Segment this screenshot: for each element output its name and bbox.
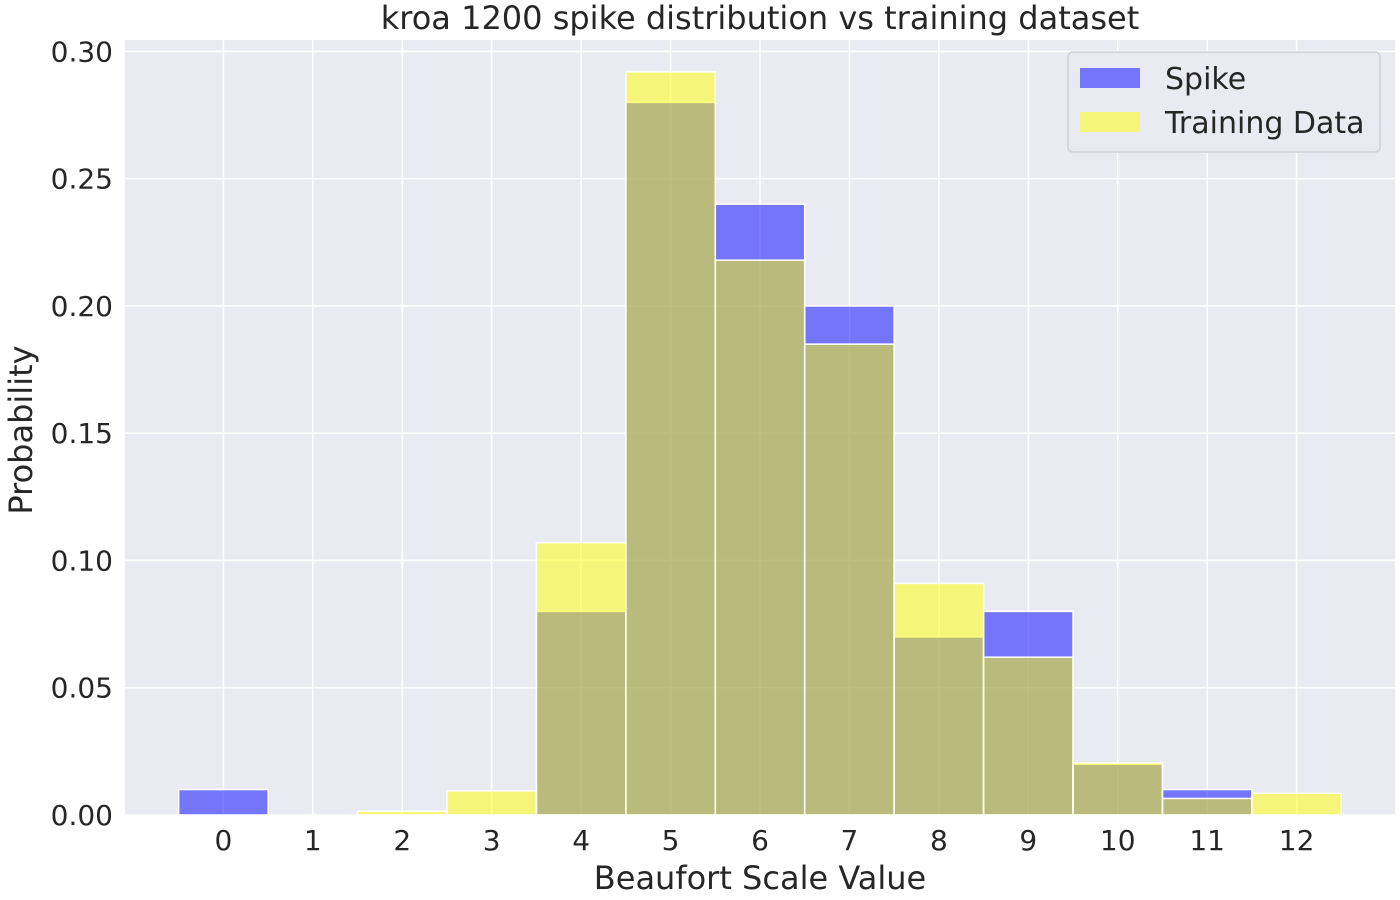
- x-tick-label: 3: [483, 824, 501, 857]
- x-tick-label: 4: [572, 824, 590, 857]
- y-tick-label: 0.15: [51, 417, 113, 450]
- y-tick-label: 0.30: [51, 35, 113, 68]
- bar-training-data-8: [893, 582, 985, 816]
- y-axis-label: Probability: [2, 345, 40, 514]
- x-tick-label: 2: [393, 824, 411, 857]
- x-tick-label: 10: [1100, 824, 1136, 857]
- bar-training-data-11: [1161, 797, 1253, 816]
- x-tick-labels: 0 1 2 3 4 5 6 7 8 9 10 11 12: [214, 824, 1314, 857]
- legend-label-spike: Spike: [1165, 62, 1246, 97]
- bar-training-data-6: [714, 259, 806, 816]
- bar-training-data-12: [1251, 792, 1343, 816]
- bar-training-data-9: [982, 656, 1074, 816]
- x-tick-label: 5: [662, 824, 680, 857]
- x-tick-label: 1: [304, 824, 322, 857]
- bar-training-data-2: [356, 810, 448, 816]
- x-tick-label: 8: [930, 824, 948, 857]
- legend-swatch-spike: [1080, 68, 1140, 88]
- legend-swatch-training-data: [1080, 112, 1140, 132]
- bar-training-data-10: [1072, 762, 1164, 816]
- y-tick-labels: 0.00 0.05 0.10 0.15 0.20 0.25 0.30: [51, 35, 113, 832]
- y-tick-label: 0.10: [51, 544, 113, 577]
- legend-box: [1067, 51, 1381, 153]
- y-tick-label: 0.05: [51, 672, 113, 705]
- bar-training-data-3: [446, 790, 538, 816]
- x-tick-label: 9: [1019, 824, 1037, 857]
- x-axis-label: Beaufort Scale Value: [594, 859, 926, 897]
- x-tick-label: 0: [214, 824, 232, 857]
- bar-training-data-5: [625, 71, 717, 816]
- legend: Spike Training Data: [1067, 51, 1381, 153]
- bar-training-data-7: [803, 343, 895, 816]
- bar-spike-0: [177, 788, 269, 816]
- bars: [177, 71, 1343, 816]
- y-tick-label: 0.20: [51, 290, 113, 323]
- y-tick-label: 0.25: [51, 163, 113, 196]
- chart-title: kroa 1200 spike distribution vs training…: [381, 0, 1140, 37]
- y-tick-label: 0.00: [51, 799, 113, 832]
- x-tick-label: 6: [751, 824, 769, 857]
- x-tick-label: 11: [1189, 824, 1225, 857]
- x-tick-label: 12: [1279, 824, 1315, 857]
- legend-label-training-data: Training Data: [1164, 106, 1365, 141]
- bar-training-data-4: [535, 541, 627, 816]
- x-tick-label: 7: [841, 824, 859, 857]
